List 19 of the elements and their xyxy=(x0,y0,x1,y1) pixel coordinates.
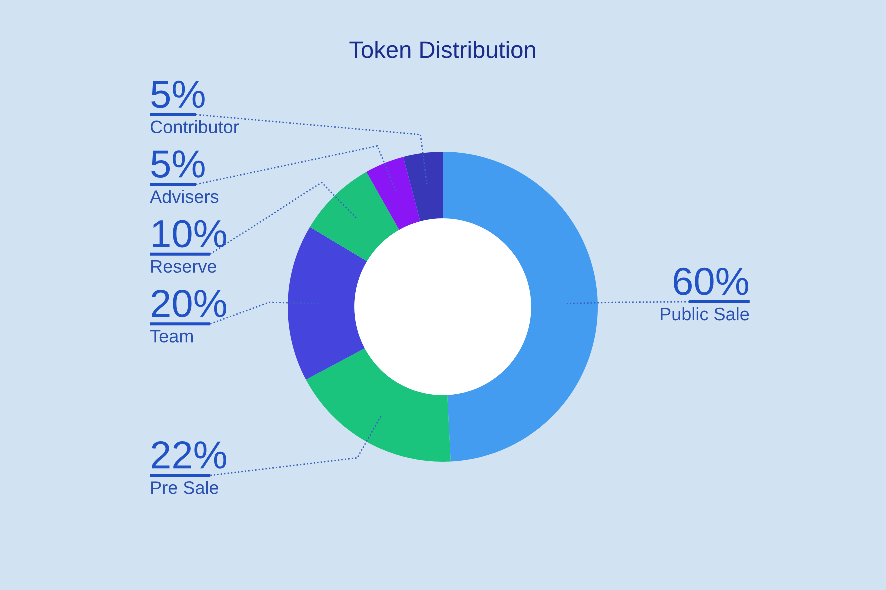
data-label: 5% xyxy=(152,80,205,108)
slice-label: Team xyxy=(150,330,194,343)
slice-label: Contributor xyxy=(150,120,240,134)
donut-slice xyxy=(443,152,598,462)
donut-slice xyxy=(288,227,368,380)
data-label: 20% xyxy=(152,290,226,318)
slice-label: Pre Sale xyxy=(152,481,218,494)
slice-label: Public Sale xyxy=(661,307,750,321)
donut-slice xyxy=(366,157,420,230)
data-label: 60% xyxy=(674,268,749,296)
data-label: 5% xyxy=(152,150,205,178)
slice-label: Advisers xyxy=(150,190,219,204)
data-label: 22% xyxy=(152,441,226,469)
chart-title: Token Distribution xyxy=(350,40,536,58)
data-label: 10% xyxy=(153,220,226,248)
donut-slice xyxy=(404,152,443,222)
donut-slice xyxy=(306,348,451,462)
slice-label: Reserve xyxy=(152,260,216,274)
donut-slice xyxy=(310,172,400,262)
